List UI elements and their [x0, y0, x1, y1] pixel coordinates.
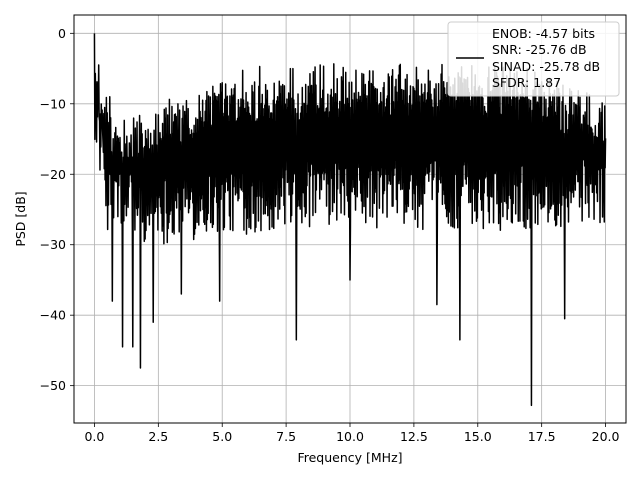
y-tick-label: 0: [58, 26, 66, 41]
legend-box: [447, 21, 620, 97]
y-tick-label: −50: [40, 378, 66, 393]
y-tick-label: −30: [40, 237, 66, 252]
x-tick-label: 20.0: [592, 429, 620, 444]
y-axis-title: PSD [dB]: [13, 191, 28, 246]
legend: ENOB: -4.57 bits SNR: -25.76 dB SINAD: -…: [447, 21, 620, 97]
x-tick-label: 12.5: [400, 429, 428, 444]
x-axis-title: Frequency [MHz]: [297, 450, 402, 465]
axis-ticks: 0.0 2.5 5.0 7.5 10.0 12.5 15.0 17.5 20.0 0 −10 −20 −…: [40, 26, 620, 444]
y-tick-label: −10: [40, 96, 66, 111]
x-tick-label: 2.5: [148, 429, 168, 444]
x-tick-label: 17.5: [528, 429, 556, 444]
y-tick-label: −20: [40, 167, 66, 182]
x-tick-label: 7.5: [276, 429, 296, 444]
legend-entry-sinad: SINAD: -25.78 dB: [492, 59, 600, 74]
legend-entry-snr: SNR: -25.76 dB: [492, 42, 587, 57]
legend-entry-sfdr: SFDR: 1.87: [492, 75, 561, 90]
x-tick-label: 15.0: [464, 429, 492, 444]
y-tick-label: −40: [40, 308, 66, 323]
x-tick-label: 10.0: [336, 429, 364, 444]
x-tick-label: 5.0: [212, 429, 232, 444]
legend-entry-enob: ENOB: -4.57 bits: [492, 26, 595, 41]
x-tick-label: 0.0: [84, 429, 104, 444]
